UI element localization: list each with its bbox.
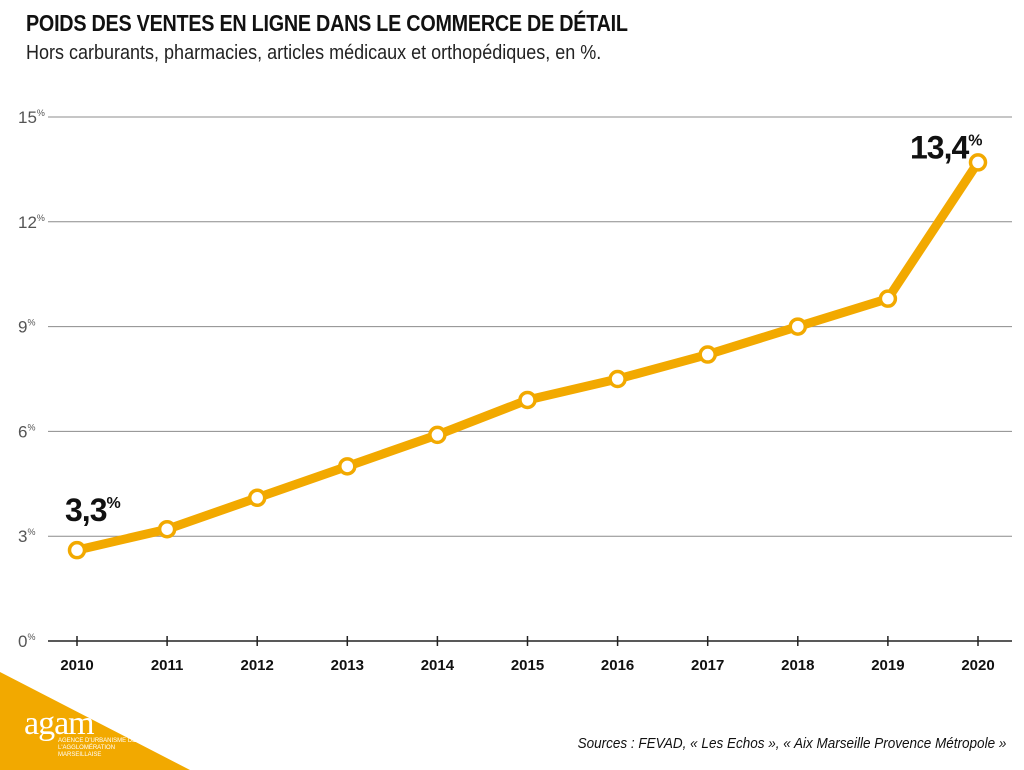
x-tick-label: 2011 <box>151 657 184 674</box>
data-point <box>518 390 537 410</box>
x-tick-label: 2016 <box>601 657 634 674</box>
gridlines <box>48 116 1012 537</box>
x-tick-label: 2020 <box>961 657 994 674</box>
data-point <box>338 457 357 476</box>
y-tick-unit: % <box>27 422 35 432</box>
x-tick-label: 2015 <box>511 657 544 674</box>
data-point <box>968 153 988 172</box>
x-tick-label: 2018 <box>781 657 814 674</box>
data-point <box>608 369 627 389</box>
sources-note: Sources : FEVAD, « Les Echos », « Aix Ma… <box>577 735 1006 752</box>
x-tick-label: 2014 <box>421 657 455 674</box>
x-tick-label: 2013 <box>331 657 364 674</box>
series-line <box>72 157 983 555</box>
x-tick-labels: 2010 2011 2012 2013 2014 2015 2016 2017 2018 2019… <box>60 657 994 674</box>
series-points <box>67 153 988 560</box>
data-label-unit: % <box>106 495 120 512</box>
annotations: 3,3% 13,4% <box>65 129 983 528</box>
series-line <box>72 157 983 555</box>
x-tick-label: 2019 <box>871 657 904 674</box>
y-tick-labels: 0% 3% 6% 9% 12% 15% <box>18 108 45 651</box>
y-tick-label: 12% <box>18 213 45 232</box>
x-tick-label: 2010 <box>60 657 93 674</box>
data-point <box>698 345 717 364</box>
data-point <box>878 289 898 308</box>
data-label: 3,3% <box>65 492 120 528</box>
data-point <box>157 519 177 539</box>
x-axis <box>48 636 1012 646</box>
y-tick-unit: % <box>27 632 35 642</box>
y-tick-label: 15% <box>18 108 45 127</box>
data-point <box>67 540 87 560</box>
y-tick-label: 6% <box>18 422 35 441</box>
y-tick-label: 3% <box>18 527 35 546</box>
data-point <box>247 488 267 508</box>
data-point <box>788 317 808 336</box>
agam-logo-subtext: AGENCE D'URBANISME DE L'AGGLOMÉRATION MA… <box>58 738 137 758</box>
x-tick-label: 2012 <box>241 657 274 674</box>
line-chart: 0%3%6%9%12%15% 2010 2011 2012 2013 2014 2015 2… <box>18 108 1012 674</box>
y-tick-unit: % <box>37 213 45 223</box>
y-tick-label: 9% <box>18 318 35 337</box>
x-tick-label: 2017 <box>691 657 724 674</box>
y-tick-unit: % <box>27 318 35 328</box>
chart-title: POIDS DES VENTES EN LIGNE DANS LE COMMER… <box>26 10 628 36</box>
y-tick-label: 0% <box>18 632 35 651</box>
chart-subtitle: Hors carburants, pharmacies, articles mé… <box>26 42 602 64</box>
logo-corner-shape <box>0 672 190 770</box>
agam-logo: agam <box>24 705 95 742</box>
data-label-unit: % <box>968 132 982 149</box>
y-tick-unit: % <box>27 527 35 537</box>
data-point <box>428 425 447 445</box>
y-tick-unit: % <box>37 108 45 118</box>
data-label: 13,4% <box>910 129 982 165</box>
